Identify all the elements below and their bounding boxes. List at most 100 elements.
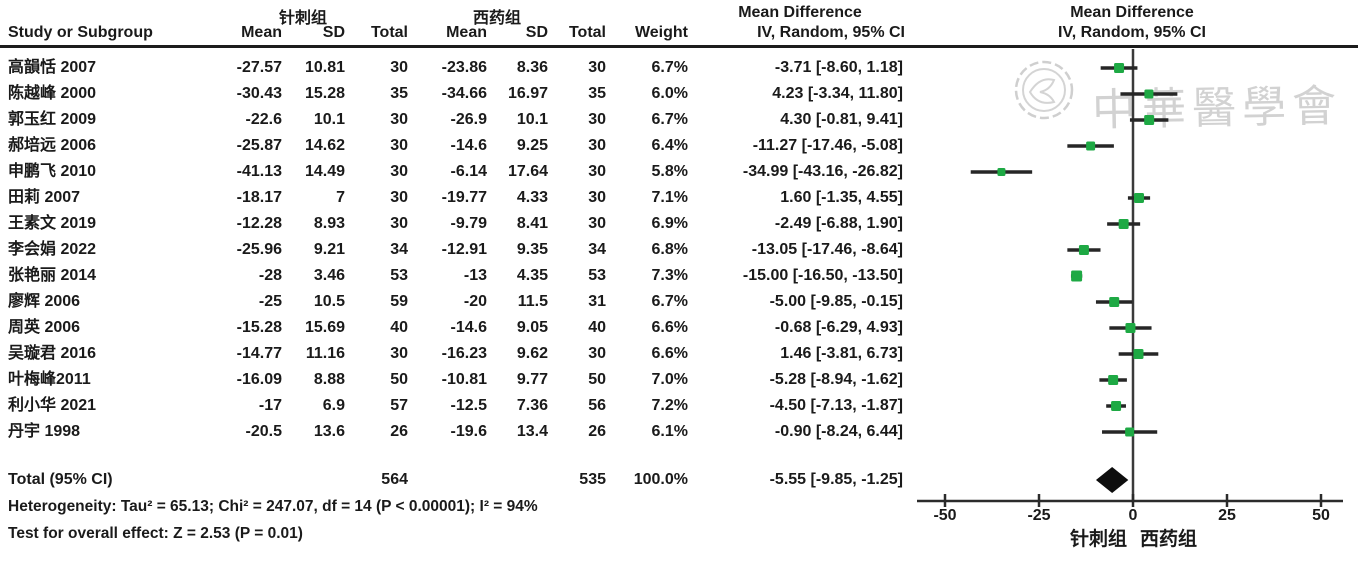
sd1-cell: 11.16 <box>305 345 345 362</box>
weight-cell: 6.0% <box>651 85 688 102</box>
mean2-cell: -20 <box>463 293 487 310</box>
sd2-cell: 16.97 <box>507 85 548 102</box>
study-name-cell: 张艳丽 2014 <box>8 267 97 284</box>
n2-cell: 35 <box>588 85 606 102</box>
table-row: 李会娟 2022 -25.96 9.21 34 -12.91 9.35 34 6.8% -13.… <box>0 237 910 263</box>
n2-cell: 30 <box>588 163 606 180</box>
n2-cell: 34 <box>588 241 606 258</box>
sd2-cell: 4.33 <box>516 189 548 206</box>
n2-cell: 50 <box>588 371 606 388</box>
weight-cell: 6.9% <box>651 215 688 232</box>
sd2-cell: 7.36 <box>516 397 548 414</box>
table-row: 郭玉红 2009 -22.6 10.1 30 -26.9 10.1 30 6.7% 4.30 [… <box>0 107 910 133</box>
ci-text-cell: -5.28 [-8.94, -1.62] <box>769 371 903 388</box>
n1-cell: 30 <box>390 137 408 154</box>
n2-cell: 30 <box>588 59 606 76</box>
n1-cell: 30 <box>390 345 408 362</box>
column-header-study: Study or Subgroup <box>8 24 153 41</box>
ci-text-cell: 4.23 [-3.34, 11.80] <box>772 85 903 102</box>
sd1-cell: 9.21 <box>313 241 345 258</box>
ci-text-cell: -5.00 [-9.85, -0.15] <box>769 293 903 310</box>
sd2-cell: 8.36 <box>516 59 548 76</box>
mean1-cell: -12.28 <box>236 215 282 232</box>
study-name-cell: 郝培远 2006 <box>8 137 97 154</box>
mean2-cell: -10.81 <box>441 371 487 388</box>
mean1-cell: -25.87 <box>236 137 282 154</box>
ci-text-cell: -0.90 [-8.24, 6.44] <box>774 423 903 440</box>
table-row: 丹宇 1998 -20.5 13.6 26 -19.6 13.4 26 6.1% -0.90 [… <box>0 419 910 445</box>
sd2-cell: 9.35 <box>516 241 548 258</box>
study-name-cell: 叶梅峰2011 <box>8 371 91 388</box>
n1-cell: 34 <box>390 241 408 258</box>
sd2-cell: 9.05 <box>516 319 548 336</box>
n1-cell: 30 <box>390 111 408 128</box>
ci-text-cell: -3.71 [-8.60, 1.18] <box>774 59 903 76</box>
effect-marker <box>997 168 1006 176</box>
weight-cell: 6.8% <box>651 241 688 258</box>
table-row: 陈越峰 2000 -30.43 15.28 35 -34.66 16.97 35 6.0% 4.… <box>0 81 910 107</box>
total-label: Total (95% CI) <box>8 471 113 488</box>
table-row: 廖辉 2006 -25 10.5 59 -20 11.5 31 6.7% -5.00 [-9.8… <box>0 289 910 315</box>
table-row: 周英 2006 -15.28 15.69 40 -14.6 9.05 40 6.6% -0.68… <box>0 315 910 341</box>
effect-marker <box>1133 349 1144 359</box>
mean2-cell: -26.9 <box>450 111 487 128</box>
overall-effect-stats: Test for overall effect: Z = 2.53 (P = 0… <box>8 525 303 542</box>
mean2-cell: -34.66 <box>441 85 487 102</box>
ci-text-cell: -4.50 [-7.13, -1.87] <box>769 397 903 414</box>
total-n1: 564 <box>381 471 408 488</box>
weight-cell: 7.0% <box>651 371 688 388</box>
effect-marker <box>1144 115 1155 125</box>
study-name-cell: 田莉 2007 <box>8 189 81 206</box>
mean1-cell: -15.28 <box>236 319 282 336</box>
table-row: 叶梅峰2011 -16.09 8.88 50 -10.81 9.77 50 7.0% -5.28… <box>0 367 910 393</box>
n1-cell: 40 <box>390 319 408 336</box>
column-header-ci-text: IV, Random, 95% CI <box>757 24 905 41</box>
table-row: 王素文 2019 -12.28 8.93 30 -9.79 8.41 30 6.9% -2.49… <box>0 211 910 237</box>
table-row: 田莉 2007 -18.17 7 30 -19.77 4.33 30 7.1% 1.60 [-1… <box>0 185 910 211</box>
n2-cell: 30 <box>588 137 606 154</box>
axis-tick-label: 25 <box>1218 507 1236 524</box>
mean2-cell: -6.14 <box>450 163 487 180</box>
weight-cell: 6.7% <box>651 293 688 310</box>
weight-cell: 7.2% <box>651 397 688 414</box>
weight-cell: 6.7% <box>651 59 688 76</box>
effect-marker <box>1114 63 1125 73</box>
mean1-cell: -25 <box>258 293 282 310</box>
study-name-cell: 王素文 2019 <box>8 215 97 232</box>
axis-tick-label: -25 <box>1027 507 1051 524</box>
sd1-cell: 13.6 <box>313 423 345 440</box>
effect-measure-header-plot-column: Mean Difference <box>1070 4 1194 21</box>
mean2-cell: -23.86 <box>441 59 487 76</box>
mean2-cell: -14.6 <box>450 319 487 336</box>
column-header-mean2: Mean <box>446 24 487 41</box>
watermark-seal-icon <box>1012 58 1076 122</box>
effect-measure-header-text-column: Mean Difference <box>738 4 862 21</box>
axis-tick-label: 50 <box>1312 507 1330 524</box>
mean1-cell: -25.96 <box>236 241 282 258</box>
effect-marker <box>1144 89 1154 99</box>
mean2-cell: -12.5 <box>450 397 487 414</box>
axis-tick-label: -50 <box>933 507 957 524</box>
study-name-cell: 高韻恬 2007 <box>8 59 97 76</box>
n1-cell: 50 <box>390 371 408 388</box>
n1-cell: 35 <box>390 85 408 102</box>
n2-cell: 26 <box>588 423 606 440</box>
table-row: 高韻恬 2007 -27.57 10.81 30 -23.86 8.36 30 6.7% -3.… <box>0 55 910 81</box>
weight-cell: 6.6% <box>651 345 688 362</box>
group1-header: 针刺组 <box>278 10 327 27</box>
summary-diamond <box>1095 467 1129 493</box>
total-row: Total (95% CI) 564 535 100.0% -5.55 [-9.… <box>0 467 910 493</box>
n2-cell: 30 <box>588 189 606 206</box>
weight-cell: 7.3% <box>651 267 688 284</box>
effect-marker <box>1078 245 1089 255</box>
study-name-cell: 陈越峰 2000 <box>8 85 97 102</box>
ci-text-cell: -0.68 [-6.29, 4.93] <box>774 319 903 336</box>
study-name-cell: 申鹏飞 2010 <box>8 163 97 180</box>
sd1-cell: 10.5 <box>313 293 345 310</box>
sd1-cell: 15.28 <box>304 85 345 102</box>
effect-marker <box>1134 193 1145 203</box>
axis-tick-label: 0 <box>1128 507 1138 524</box>
column-header-weight: Weight <box>634 24 688 41</box>
n1-cell: 59 <box>390 293 408 310</box>
